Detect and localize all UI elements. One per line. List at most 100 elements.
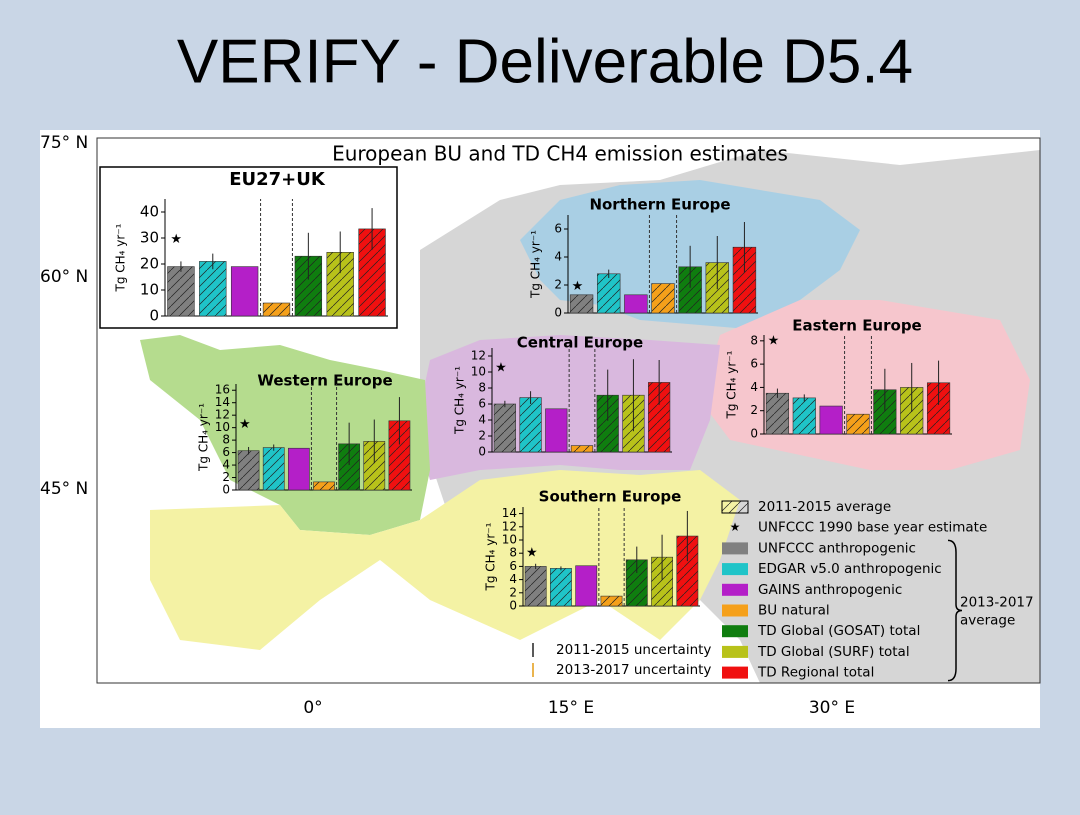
bar-hatch (519, 397, 542, 452)
slide-title: VERIFY - Deliverable D5.4 (177, 27, 913, 96)
bar-hatch (550, 568, 572, 606)
y-tick-label: 2 (750, 403, 758, 417)
y-tick-label: 12 (471, 349, 486, 363)
legend-label: 2013-2017 uncertainty (556, 662, 711, 678)
star-marker: ★ (170, 232, 182, 247)
legend-label: UNFCCC 1990 base year estimate (758, 520, 987, 536)
legend-swatch (722, 666, 748, 679)
y-tick-label: 4 (750, 380, 758, 394)
bar-hatch (571, 445, 593, 452)
bar (575, 565, 598, 607)
chart-title: Eastern Europe (792, 317, 921, 335)
legend-label: TD Global (SURF) total (757, 644, 910, 660)
bar-hatch (793, 397, 816, 434)
bar-hatch (238, 450, 260, 490)
legend-swatch (722, 563, 748, 576)
bar-hatch (388, 420, 410, 490)
y-tick-label: 0 (149, 307, 159, 325)
legend-swatch (722, 645, 748, 658)
legend-swatch (722, 604, 748, 617)
y-tick-label: 4 (509, 572, 517, 586)
y-tick-label: 12 (215, 408, 230, 422)
y-tick-label: 40 (140, 203, 159, 221)
bar-hatch (927, 382, 950, 434)
lon-label: 15° E (548, 698, 594, 718)
bar-hatch (199, 261, 227, 316)
bar-hatch (651, 557, 673, 606)
y-tick-label: 0 (554, 306, 562, 320)
chart-title: Western Europe (257, 372, 392, 390)
bar-hatch (651, 283, 675, 313)
y-tick-label: 0 (222, 483, 230, 497)
y-tick-label: 10 (215, 420, 230, 434)
legend-label: 2011-2015 uncertainty (556, 642, 711, 658)
y-tick-label: 4 (478, 413, 486, 427)
bar-hatch (676, 536, 698, 606)
y-tick-label: 20 (140, 255, 159, 273)
bar-hatch (596, 395, 619, 452)
legend-label: TD Regional total (757, 665, 874, 681)
y-axis-label: Tg CH₄ yr⁻¹ (453, 366, 467, 435)
y-tick-label: 12 (502, 519, 517, 533)
bar-hatch (338, 443, 360, 490)
y-tick-label: 30 (140, 229, 159, 247)
lat-label: 45° N (40, 479, 88, 499)
lon-label: 30° E (809, 698, 855, 718)
bar-hatch (494, 404, 516, 452)
star-marker: ★ (768, 333, 780, 348)
star-marker: ★ (239, 417, 251, 432)
y-tick-label: 8 (478, 381, 486, 395)
bar-hatch (313, 481, 335, 490)
legend-swatch (722, 542, 748, 555)
legend-brace-label: average (960, 613, 1015, 629)
bar-hatch (525, 566, 547, 606)
bar-hatch (733, 247, 756, 313)
legend-brace (947, 539, 963, 682)
y-tick-label: 8 (509, 546, 517, 560)
legend-swatch (722, 583, 748, 596)
bar-hatch (167, 266, 195, 316)
bar-hatch (873, 389, 897, 434)
legend-swatch (722, 625, 748, 638)
figure-title: European BU and TD CH4 emission estimate… (332, 142, 788, 166)
legend-label: EDGAR v5.0 anthropogenic (758, 561, 942, 577)
y-tick-label: 8 (750, 333, 758, 347)
y-tick-label: 4 (222, 458, 230, 472)
y-tick-label: 6 (554, 222, 562, 236)
legend-patch (721, 500, 749, 514)
legend-label: BU natural (758, 603, 830, 619)
legend-label: 2011-2015 average (758, 499, 891, 515)
bar (287, 447, 310, 491)
y-tick-label: 6 (478, 397, 486, 411)
bar-hatch (263, 303, 290, 316)
legend-star: ★ (730, 520, 741, 534)
bar-hatch (570, 294, 593, 313)
y-axis-label: Tg CH₄ yr⁻¹ (725, 350, 739, 419)
y-tick-label: 6 (750, 357, 758, 371)
y-axis-label: Tg CH₄ yr⁻¹ (114, 223, 128, 292)
legend-brace-label: 2013-2017 (960, 595, 1034, 611)
chart-title: Southern Europe (539, 488, 682, 506)
y-tick-label: 0 (750, 427, 758, 441)
y-tick-label: 0 (478, 445, 486, 459)
y-tick-label: 10 (502, 533, 517, 547)
bar-hatch (597, 273, 621, 313)
y-tick-label: 10 (471, 365, 486, 379)
y-tick-label: 14 (215, 395, 230, 409)
y-tick-label: 6 (222, 445, 230, 459)
bar-hatch (678, 266, 702, 313)
bar-hatch (648, 382, 670, 452)
lon-label: 0° (303, 698, 322, 718)
star-marker: ★ (526, 546, 538, 561)
bar (230, 266, 259, 317)
y-tick-label: 16 (215, 383, 230, 397)
y-tick-label: 2 (509, 585, 517, 599)
bar-hatch (263, 447, 285, 490)
y-axis-label: Tg CH₄ yr⁻¹ (529, 230, 543, 299)
bar-hatch (846, 414, 870, 434)
y-tick-label: 4 (554, 250, 562, 264)
y-tick-label: 6 (509, 559, 517, 573)
bar (545, 408, 568, 453)
